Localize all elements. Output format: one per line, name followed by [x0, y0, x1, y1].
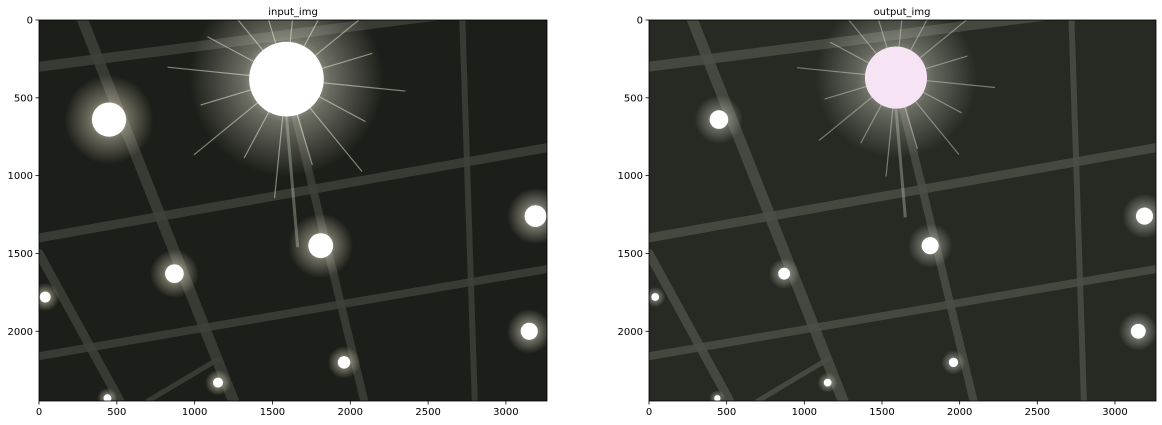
light-spot [1130, 323, 1146, 339]
x-tick-label: 2500 [415, 407, 440, 418]
x-tick-label: 0 [36, 407, 42, 418]
light-spot [1135, 207, 1154, 225]
ceiling-beam [1068, 20, 1087, 401]
x-tick-label: 1000 [792, 407, 817, 418]
light-spot [948, 357, 959, 368]
panel-title: output_img [874, 7, 931, 18]
panel-input-img: input_img 0 500 1000 1500 2000 2500 3000 0 500 10… [8, 7, 548, 419]
y-tick-label: 500 [14, 93, 33, 104]
light-spot [714, 395, 721, 401]
x-tick-label: 2000 [947, 407, 972, 418]
axis-ticks: 0 500 1000 1500 2000 2500 3000 0 500 1000 1500 2000 [8, 16, 519, 419]
x-tick-label: 500 [717, 407, 736, 418]
light-spot [524, 205, 547, 227]
image-area [39, 20, 547, 401]
light-spot [709, 110, 729, 129]
axes-frame [648, 19, 1157, 402]
x-tick-label: 1000 [182, 407, 207, 418]
ceiling-beam [649, 265, 1156, 361]
axes-frame [38, 19, 548, 402]
ceiling-beam [686, 20, 849, 401]
light-spot [864, 46, 928, 109]
light-spot [103, 394, 112, 401]
y-tick-label: 1000 [618, 171, 643, 182]
panel-title: input_img [268, 7, 318, 18]
light-spot [778, 267, 791, 280]
x-tick-label: 1500 [260, 407, 285, 418]
light-spot [337, 356, 351, 369]
y-tick-label: 2000 [8, 327, 33, 338]
x-tick-label: 2000 [338, 407, 363, 418]
image-area [649, 20, 1156, 401]
ceiling-beam [459, 20, 478, 401]
light-spot [249, 41, 324, 117]
x-tick-label: 1500 [869, 407, 894, 418]
light-spot [520, 322, 538, 340]
light-spot [213, 377, 223, 388]
light-spot [823, 378, 832, 387]
y-tick-label: 0 [27, 16, 33, 27]
ceiling-beam [649, 248, 735, 401]
lens-flare [894, 108, 907, 218]
x-tick-label: 0 [646, 407, 652, 418]
light-spot [165, 264, 184, 284]
light-spot [921, 237, 939, 255]
y-tick-label: 1500 [618, 249, 643, 260]
light-spot [39, 291, 51, 303]
axis-ticks: 0 500 1000 1500 2000 2500 3000 0 500 1000 1500 2000 [618, 16, 1128, 419]
y-tick-label: 2000 [618, 327, 643, 338]
y-tick-label: 1500 [8, 249, 33, 260]
light-spot [651, 293, 660, 301]
ceiling-beam [145, 356, 221, 401]
y-tick-label: 500 [624, 93, 643, 104]
ceiling-beam [39, 265, 547, 361]
y-tick-label: 1000 [8, 171, 33, 182]
y-tick-label: 0 [637, 16, 643, 27]
ceiling-beam [755, 356, 831, 401]
x-tick-label: 500 [107, 407, 126, 418]
light-spot [308, 233, 334, 259]
panel-output-img: output_img 0 500 1000 1500 2000 2500 3000 0 500 1… [618, 7, 1157, 419]
light-spot [91, 102, 127, 137]
x-tick-label: 2500 [1025, 407, 1050, 418]
x-tick-label: 3000 [1102, 407, 1127, 418]
ceiling-beam [39, 143, 547, 243]
ceiling-beam [39, 248, 125, 401]
ceiling-beam [649, 143, 1156, 243]
x-tick-label: 3000 [493, 407, 518, 418]
